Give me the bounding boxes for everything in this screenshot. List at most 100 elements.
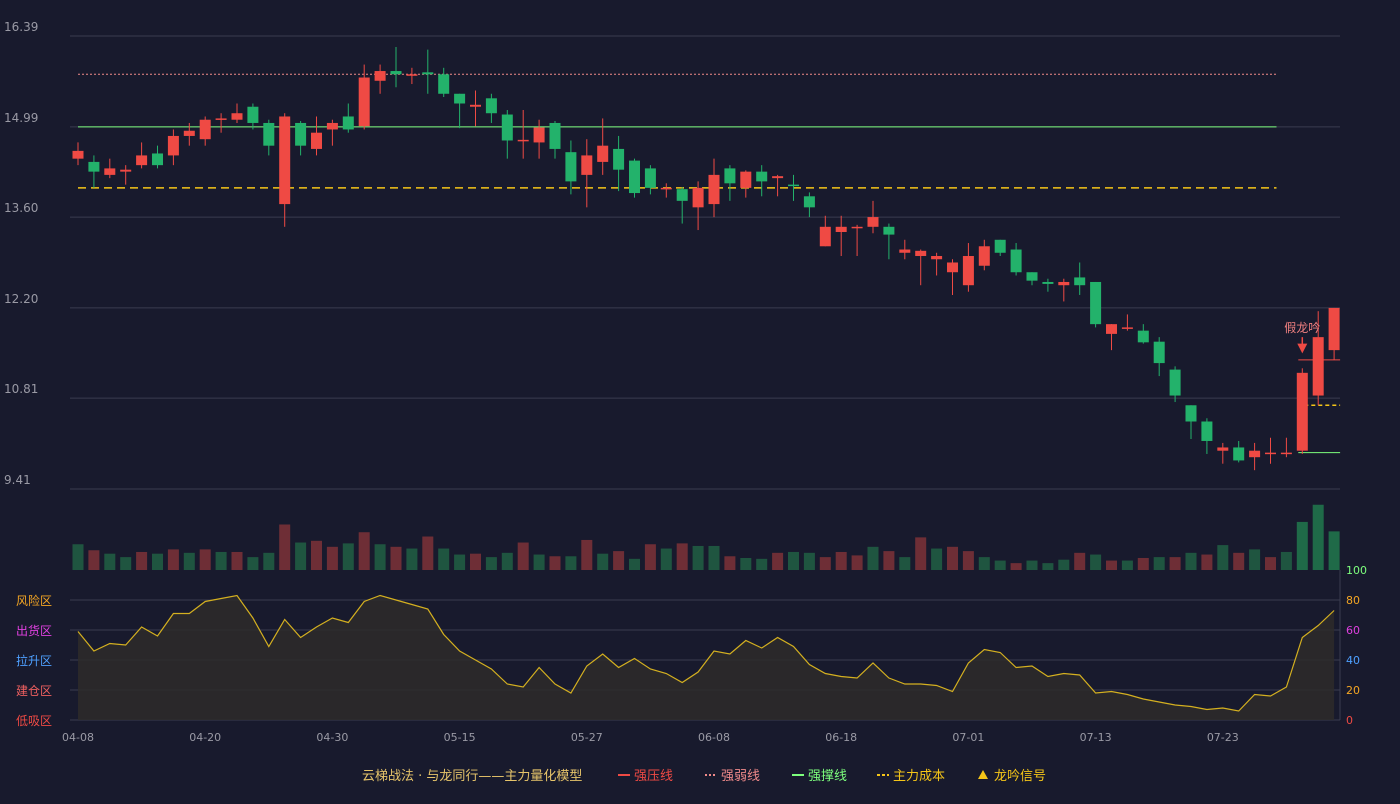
candle-body bbox=[231, 113, 243, 120]
candle-body bbox=[167, 135, 179, 156]
legend-item-label: 强弱线 bbox=[721, 769, 760, 784]
legend-item-label: 主力成本 bbox=[893, 769, 945, 784]
candle-body bbox=[374, 71, 386, 81]
candle-body bbox=[279, 116, 291, 205]
volume-bars bbox=[72, 504, 1340, 570]
volume-bar bbox=[247, 557, 259, 570]
volume-bar bbox=[978, 557, 990, 570]
volume-bar bbox=[931, 548, 943, 570]
volume-bar bbox=[533, 554, 545, 570]
volume-bar bbox=[851, 555, 863, 570]
volume-bar bbox=[104, 553, 116, 570]
volume-bar bbox=[1201, 554, 1213, 570]
candle-body bbox=[597, 145, 609, 162]
candle-body bbox=[1106, 324, 1117, 334]
volume-bar bbox=[454, 554, 466, 570]
volume-bar bbox=[1296, 521, 1308, 570]
candle-body bbox=[1137, 330, 1149, 343]
candle-body bbox=[549, 122, 561, 149]
candle-body bbox=[708, 174, 720, 205]
candle-body bbox=[152, 153, 163, 166]
candle-body bbox=[215, 118, 227, 120]
volume-bar bbox=[756, 558, 768, 570]
candle-body bbox=[978, 246, 990, 266]
candle-body bbox=[629, 160, 640, 194]
volume-bar bbox=[740, 557, 752, 570]
volume-bar bbox=[1074, 552, 1086, 570]
volume-bar bbox=[819, 557, 831, 570]
candle-body bbox=[994, 239, 1006, 253]
candle-body bbox=[931, 256, 943, 260]
oscillator-tick-label: 20 bbox=[1346, 684, 1360, 697]
candle-body bbox=[1328, 307, 1340, 351]
oscillator-area bbox=[78, 595, 1335, 720]
candle-body bbox=[660, 187, 672, 190]
candle-body bbox=[501, 114, 513, 141]
legend-item-label: 强撑线 bbox=[808, 769, 847, 784]
oscillator-panel bbox=[77, 594, 1335, 720]
candle-body bbox=[1280, 452, 1292, 455]
candle-body bbox=[1026, 272, 1038, 281]
candle-body bbox=[1010, 249, 1022, 273]
volume-bar bbox=[692, 545, 704, 570]
candle-body bbox=[613, 148, 625, 170]
candle-body bbox=[883, 226, 895, 235]
grid-layer bbox=[70, 35, 1341, 721]
annotation-arrow bbox=[1297, 343, 1308, 354]
volume-bar bbox=[470, 553, 481, 570]
candle-body bbox=[1042, 281, 1054, 284]
volume-bar bbox=[1312, 504, 1324, 570]
volume-bar bbox=[295, 542, 307, 570]
volume-bar bbox=[501, 552, 513, 570]
volume-bar bbox=[835, 551, 847, 570]
candle-body bbox=[136, 155, 148, 166]
price-tick-label: 9.41 bbox=[4, 473, 31, 487]
candle-body bbox=[565, 152, 577, 182]
legend-title: 云梯战法 · 与龙同行——主力量化模型 bbox=[362, 769, 582, 784]
candle-body bbox=[72, 150, 84, 159]
volume-bar bbox=[183, 552, 195, 570]
volume-bar bbox=[867, 546, 879, 570]
x-tick-label: 06-08 bbox=[698, 731, 730, 744]
volume-bar bbox=[1280, 551, 1292, 570]
volume-bar bbox=[342, 543, 354, 570]
price-tick-label: 16.39 bbox=[4, 20, 38, 34]
candle-body bbox=[962, 256, 974, 286]
volume-bar bbox=[88, 550, 100, 570]
candle-body bbox=[644, 168, 656, 188]
volume-bar bbox=[1169, 557, 1181, 570]
oscillator-tick-label: 80 bbox=[1346, 594, 1360, 607]
volume-bar bbox=[72, 544, 84, 570]
candle-body bbox=[581, 155, 593, 175]
candle-body bbox=[88, 161, 100, 172]
candle-body bbox=[835, 226, 847, 232]
reference-lines bbox=[78, 73, 1341, 454]
candle-body bbox=[183, 130, 195, 136]
candle-body bbox=[740, 171, 752, 188]
volume-bar bbox=[1185, 552, 1197, 570]
volume-bar bbox=[1328, 531, 1340, 570]
volume-bar bbox=[947, 546, 958, 570]
volume-bar bbox=[1137, 557, 1149, 570]
candle-body bbox=[1201, 421, 1213, 441]
volume-bar bbox=[962, 551, 974, 570]
candle-body bbox=[438, 74, 450, 94]
volume-bar bbox=[613, 551, 625, 570]
volume-bar bbox=[1121, 560, 1133, 570]
candle-body bbox=[517, 139, 529, 142]
candle-body bbox=[788, 184, 799, 187]
price-tick-label: 14.99 bbox=[4, 111, 38, 125]
oscillator-tick-label: 100 bbox=[1346, 564, 1367, 577]
candle-body bbox=[120, 169, 132, 172]
candle-body bbox=[406, 74, 418, 76]
volume-bar bbox=[517, 542, 529, 570]
candle-body bbox=[851, 226, 863, 229]
candle-body bbox=[485, 98, 497, 114]
oscillator-tick-label: 0 bbox=[1346, 714, 1353, 727]
volume-bar bbox=[1026, 560, 1038, 570]
candle-body bbox=[454, 93, 466, 104]
volume-bar bbox=[136, 551, 148, 570]
volume-bar bbox=[708, 545, 720, 570]
candle-body bbox=[326, 122, 338, 130]
candle-body bbox=[867, 217, 879, 227]
